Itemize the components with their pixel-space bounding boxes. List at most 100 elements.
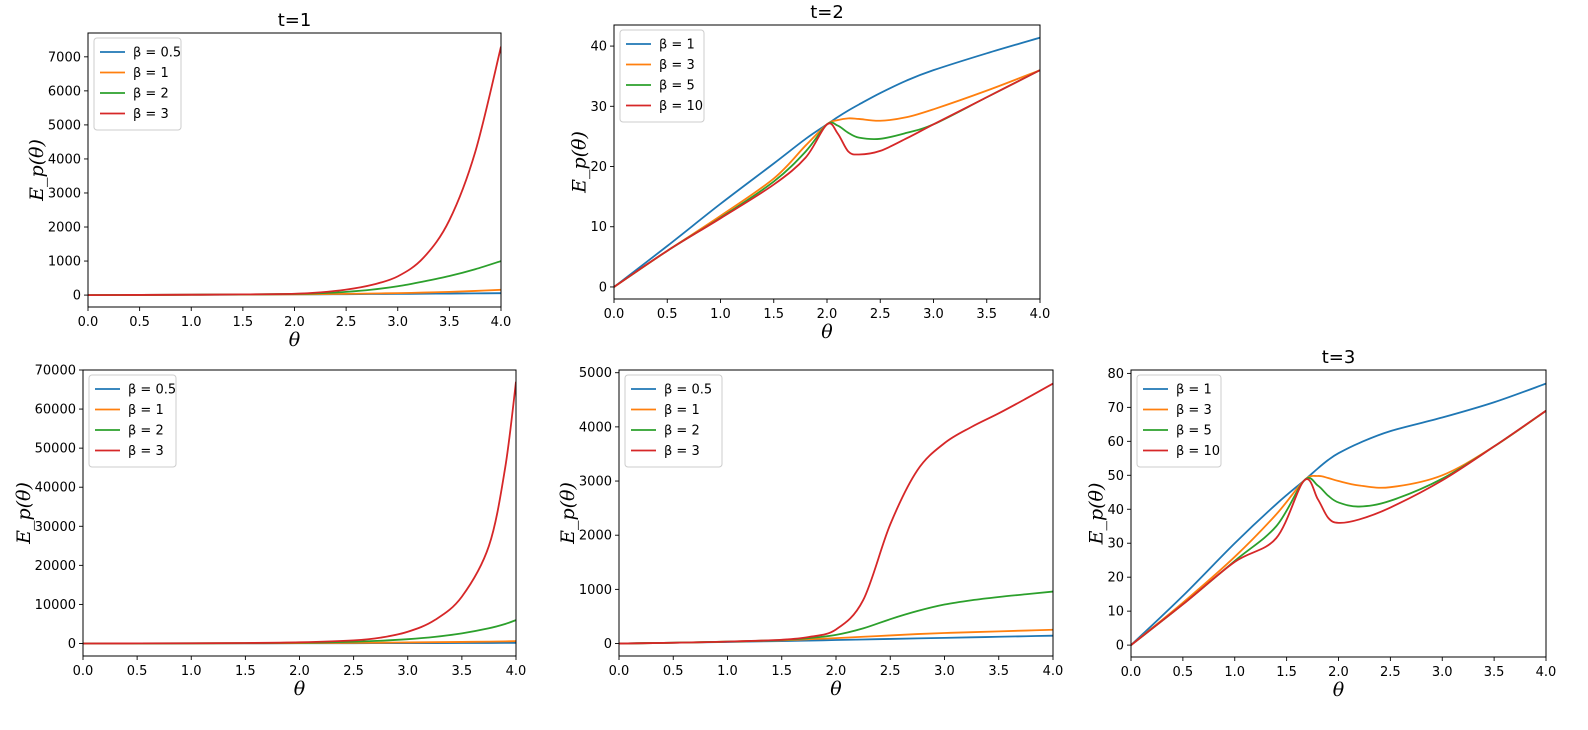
x-tick-label: 2.5 (870, 307, 891, 322)
y-tick-label: 10000 (35, 598, 76, 613)
legend-label: β = 1 (664, 403, 700, 418)
legend-label: β = 0.5 (128, 383, 176, 398)
y-axis-label: E_p(θ) (26, 139, 48, 202)
y-tick-label: 3000 (48, 186, 81, 201)
y-tick-label: 10 (1107, 605, 1124, 620)
x-tick-label: 1.5 (235, 664, 256, 679)
legend-label: β = 2 (128, 424, 164, 439)
chart-title: t=2 (810, 2, 844, 23)
chart-panel-3: 0.0 0.5 1.0 1.5 2.0 2.5 3.0 3.5 4.0 0 10000 20000 30… (13, 364, 526, 701)
x-axis-label: θ (821, 321, 833, 343)
plot-frame (1130, 369, 1547, 658)
y-tick-label: 70000 (35, 364, 76, 379)
x-tick-label: 4.0 (1043, 664, 1064, 679)
legend-box (88, 374, 177, 468)
legend-box (1136, 374, 1222, 468)
x-tick-label: 0.0 (78, 315, 99, 330)
legend-box (619, 29, 705, 123)
chart-panel-5: t=3 0.0 0.5 1.0 1.5 2.0 2.5 3.0 3.5 4.0 0 10 20 30 40 5… (1086, 347, 1557, 701)
y-tick-label: 5000 (48, 118, 81, 133)
x-tick-label: 2.5 (880, 664, 901, 679)
y-tick-label: 60 (1107, 435, 1124, 450)
x-tick-label: 2.0 (284, 315, 305, 330)
legend-label: β = 3 (659, 58, 695, 73)
y-tick-label: 30 (1107, 537, 1124, 552)
y-tick-label: 80 (1107, 367, 1124, 382)
y-axis-label: E_p(θ) (1086, 483, 1108, 546)
x-tick-label: 0.5 (663, 664, 684, 679)
x-tick-label: 3.5 (439, 315, 460, 330)
x-tick-label: 4.0 (506, 664, 527, 679)
x-axis-label: θ (1333, 679, 1345, 701)
x-tick-label: 2.5 (336, 315, 357, 330)
x-tick-label: 1.5 (763, 307, 784, 322)
y-tick-label: 60000 (35, 403, 76, 418)
y-tick-label: 30000 (35, 520, 76, 535)
x-tick-label: 3.0 (397, 664, 418, 679)
legend-label: β = 2 (133, 87, 169, 102)
chart-title: t=1 (278, 10, 312, 31)
x-tick-label: 1.5 (233, 315, 254, 330)
legend-label: β = 1 (659, 38, 695, 53)
series-line-4 (83, 381, 516, 645)
legend-label: β = 5 (1176, 424, 1212, 439)
y-tick-label: 1000 (48, 255, 81, 270)
y-tick-label: 3000 (579, 475, 612, 490)
series-line-2 (1131, 410, 1546, 646)
x-tick-label: 4.0 (491, 315, 512, 330)
x-tick-label: 0.5 (657, 307, 678, 322)
chart-panel-2: t=2 0.0 0.5 1.0 1.5 2.0 2.5 3.0 3.5 4.0 0 10 20 30 40 θ… (569, 2, 1051, 343)
x-tick-label: 3.5 (976, 307, 997, 322)
y-tick-label: 0 (604, 637, 612, 652)
x-tick-label: 3.5 (988, 664, 1009, 679)
legend-label: β = 10 (659, 99, 703, 114)
x-tick-label: 3.5 (452, 664, 473, 679)
legend-label: β = 2 (664, 424, 700, 439)
y-tick-label: 5000 (579, 366, 612, 381)
y-tick-label: 30 (590, 100, 607, 115)
y-tick-label: 1000 (579, 583, 612, 598)
x-tick-label: 0.0 (1121, 665, 1142, 680)
x-tick-label: 1.5 (1276, 665, 1297, 680)
legend-box (93, 37, 182, 131)
x-tick-label: 1.0 (181, 315, 202, 330)
x-tick-label: 0.0 (609, 664, 630, 679)
y-axis-label: E_p(θ) (13, 482, 35, 545)
series-line-4 (88, 46, 501, 296)
y-tick-label: 50 (1107, 469, 1124, 484)
y-axis-label: E_p(θ) (557, 482, 579, 545)
series-line-4 (614, 69, 1040, 288)
y-tick-label: 10 (590, 220, 607, 235)
x-tick-label: 0.5 (129, 315, 150, 330)
x-tick-label: 2.5 (1380, 665, 1401, 680)
y-tick-label: 0 (599, 280, 607, 295)
y-tick-label: 40 (1107, 503, 1124, 518)
x-tick-label: 3.0 (387, 315, 408, 330)
series-line-4 (619, 382, 1053, 645)
legend-label: β = 3 (128, 444, 164, 459)
x-tick-label: 0.5 (1173, 665, 1194, 680)
legend-label: β = 1 (1176, 383, 1212, 398)
x-tick-label: 0.0 (604, 307, 625, 322)
y-tick-label: 0 (73, 289, 81, 304)
y-tick-label: 4000 (48, 152, 81, 167)
legend-label: β = 0.5 (664, 383, 712, 398)
y-axis-label: E_p(θ) (569, 131, 591, 194)
y-tick-label: 6000 (48, 84, 81, 99)
x-tick-label: 2.0 (826, 664, 847, 679)
x-tick-label: 2.0 (289, 664, 310, 679)
plot-frame (82, 369, 517, 657)
series-line-3 (83, 619, 516, 645)
y-tick-label: 40 (590, 40, 607, 55)
legend-label: β = 0.5 (133, 46, 181, 61)
x-tick-label: 3.5 (1484, 665, 1505, 680)
x-tick-label: 4.0 (1536, 665, 1557, 680)
legend-label: β = 3 (133, 107, 169, 122)
legend-box (624, 374, 723, 468)
series-line-1 (614, 36, 1040, 288)
y-tick-label: 70 (1107, 401, 1124, 416)
y-tick-label: 20 (1107, 571, 1124, 586)
y-tick-label: 0 (68, 637, 76, 652)
x-tick-label: 1.5 (771, 664, 792, 679)
